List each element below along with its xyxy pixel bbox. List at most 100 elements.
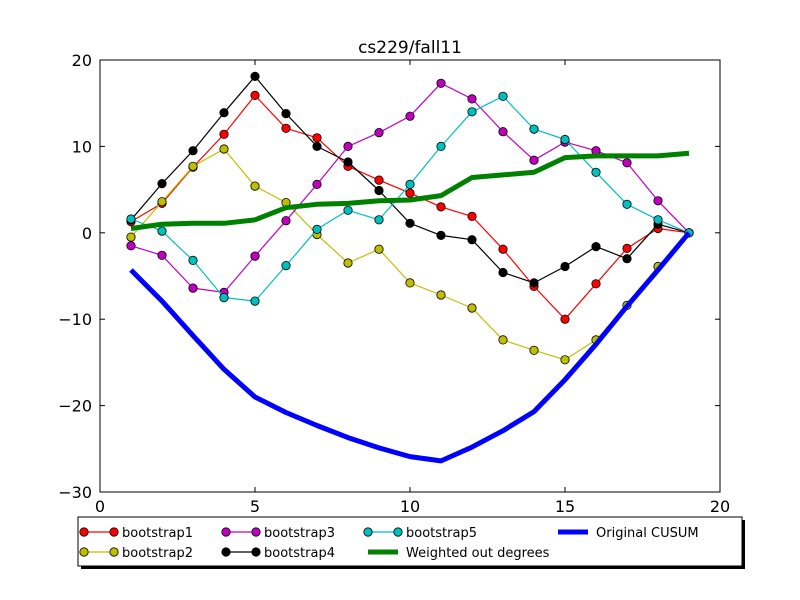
data-point-bootstrap4-2: [188, 146, 198, 156]
data-point-bootstrap4-4: [250, 71, 260, 82]
data-point-bootstrap3-5: [281, 216, 291, 226]
y-tick-label-3: 0: [82, 224, 92, 243]
y-tick-label-2: −10: [58, 310, 92, 329]
legend-label-weighted-out-degrees: Weighted out degrees: [406, 546, 550, 561]
legend-box: [77, 516, 743, 567]
legend-marker-left-bootstrap5: [363, 527, 373, 537]
data-point-bootstrap5-10: [436, 141, 446, 151]
series-line-original-cusum: [129, 231, 691, 464]
data-point-bootstrap4-6: [312, 141, 322, 151]
data-point-bootstrap1-4: [250, 90, 260, 101]
data-point-bootstrap4-9: [405, 218, 415, 228]
data-point-bootstrap3-9: [405, 111, 415, 121]
data-point-bootstrap3-0: [126, 241, 136, 251]
data-point-bootstrap1-11: [467, 211, 477, 221]
data-point-bootstrap5-14: [560, 134, 570, 145]
data-point-bootstrap5-17: [653, 215, 663, 225]
legend-marker-left-bootstrap3: [221, 527, 231, 537]
legend-item-bootstrap2: bootstrap2: [79, 546, 193, 561]
data-point-bootstrap3-8: [374, 128, 384, 138]
legend-marker-right-bootstrap4: [251, 547, 261, 557]
x-tick-label-15: 15: [555, 497, 575, 516]
legend-label-bootstrap3: bootstrap3: [264, 526, 335, 541]
data-point-bootstrap4-7: [343, 157, 353, 167]
data-point-bootstrap1-3: [219, 129, 229, 139]
data-point-bootstrap5-3: [219, 292, 229, 303]
legend-item-bootstrap1: bootstrap1: [79, 526, 193, 541]
legend-label-bootstrap1: bootstrap1: [122, 526, 193, 541]
x-tick-label-0: 0: [95, 497, 105, 516]
data-point-bootstrap5-0: [126, 214, 136, 224]
axes-layer: 0 5 10 15 20 −30 −20 −10 0 10 20: [58, 51, 730, 516]
data-point-bootstrap2-0: [126, 232, 136, 242]
data-point-bootstrap4-12: [498, 267, 508, 278]
data-point-bootstrap3-17: [653, 196, 663, 206]
series-original-cusum: [129, 231, 691, 464]
data-point-bootstrap5-8: [374, 215, 384, 225]
x-tick-label-20: 20: [710, 497, 730, 516]
data-point-bootstrap5-2: [188, 255, 198, 265]
y-tick-label-5: 20: [72, 51, 92, 70]
series-layer: [126, 71, 694, 464]
data-point-bootstrap5-7: [343, 205, 353, 215]
legend-marker-left-bootstrap1: [79, 527, 89, 537]
data-point-bootstrap4-16: [622, 254, 632, 264]
legend-label-bootstrap5: bootstrap5: [406, 526, 477, 541]
data-point-bootstrap2-11: [467, 303, 477, 313]
data-point-bootstrap2-1: [157, 197, 167, 207]
data-point-bootstrap2-9: [405, 278, 415, 288]
data-point-bootstrap3-4: [250, 251, 260, 261]
legend-label-bootstrap2: bootstrap2: [122, 546, 193, 561]
data-point-bootstrap5-5: [281, 260, 291, 271]
series-bootstrap4: [126, 71, 694, 288]
data-point-bootstrap2-10: [436, 290, 446, 300]
data-point-bootstrap2-4: [250, 181, 260, 191]
data-point-bootstrap1-6: [312, 133, 322, 143]
data-point-bootstrap4-13: [529, 278, 539, 288]
data-point-bootstrap2-14: [560, 355, 570, 365]
data-point-bootstrap1-5: [281, 123, 291, 133]
data-point-bootstrap3-2: [188, 283, 198, 293]
data-point-bootstrap4-15: [591, 242, 601, 252]
data-point-bootstrap4-3: [219, 108, 229, 118]
series-bootstrap5: [126, 91, 694, 306]
data-point-bootstrap5-9: [405, 179, 415, 189]
data-point-bootstrap2-13: [529, 345, 539, 355]
data-point-bootstrap3-12: [498, 127, 508, 137]
x-tick-label-5: 5: [250, 497, 260, 516]
legend-marker-right-bootstrap2: [109, 547, 119, 557]
data-point-bootstrap2-2: [188, 161, 198, 171]
data-point-bootstrap4-10: [436, 230, 446, 240]
series-bootstrap2: [126, 144, 694, 365]
data-point-bootstrap4-5: [281, 109, 291, 119]
data-point-bootstrap1-14: [560, 314, 570, 324]
data-point-bootstrap4-1: [157, 179, 167, 189]
legend-marker-left-bootstrap4: [221, 547, 231, 557]
legend-item-original-cusum: Original CUSUM: [558, 526, 699, 541]
data-point-bootstrap2-8: [374, 244, 384, 254]
data-point-bootstrap3-1: [157, 250, 167, 260]
series-line-weighted-out-degrees: [130, 150, 690, 231]
data-point-bootstrap5-6: [312, 224, 322, 234]
data-point-bootstrap1-16: [622, 243, 632, 253]
legend: bootstrap1 bootstrap2 bootstrap3 bootstrap4…: [77, 516, 745, 569]
data-point-bootstrap2-7: [343, 258, 353, 268]
data-point-bootstrap4-11: [467, 235, 477, 245]
data-point-bootstrap1-10: [436, 202, 446, 212]
data-point-bootstrap5-16: [622, 199, 632, 209]
legend-label-original-cusum: Original CUSUM: [596, 526, 699, 541]
data-point-bootstrap5-13: [529, 124, 539, 134]
data-point-bootstrap4-14: [560, 261, 570, 272]
data-point-bootstrap5-15: [591, 167, 601, 177]
series-weighted-out-degrees: [130, 150, 690, 231]
y-tick-label-1: −20: [58, 397, 92, 416]
y-tick-label-4: 10: [72, 137, 92, 156]
data-point-bootstrap1-9: [405, 188, 415, 198]
data-point-bootstrap4-8: [374, 185, 384, 196]
data-point-bootstrap3-13: [529, 155, 539, 165]
data-point-bootstrap3-11: [467, 94, 477, 104]
x-tick-label-10: 10: [400, 497, 420, 516]
data-point-bootstrap5-11: [467, 107, 477, 117]
